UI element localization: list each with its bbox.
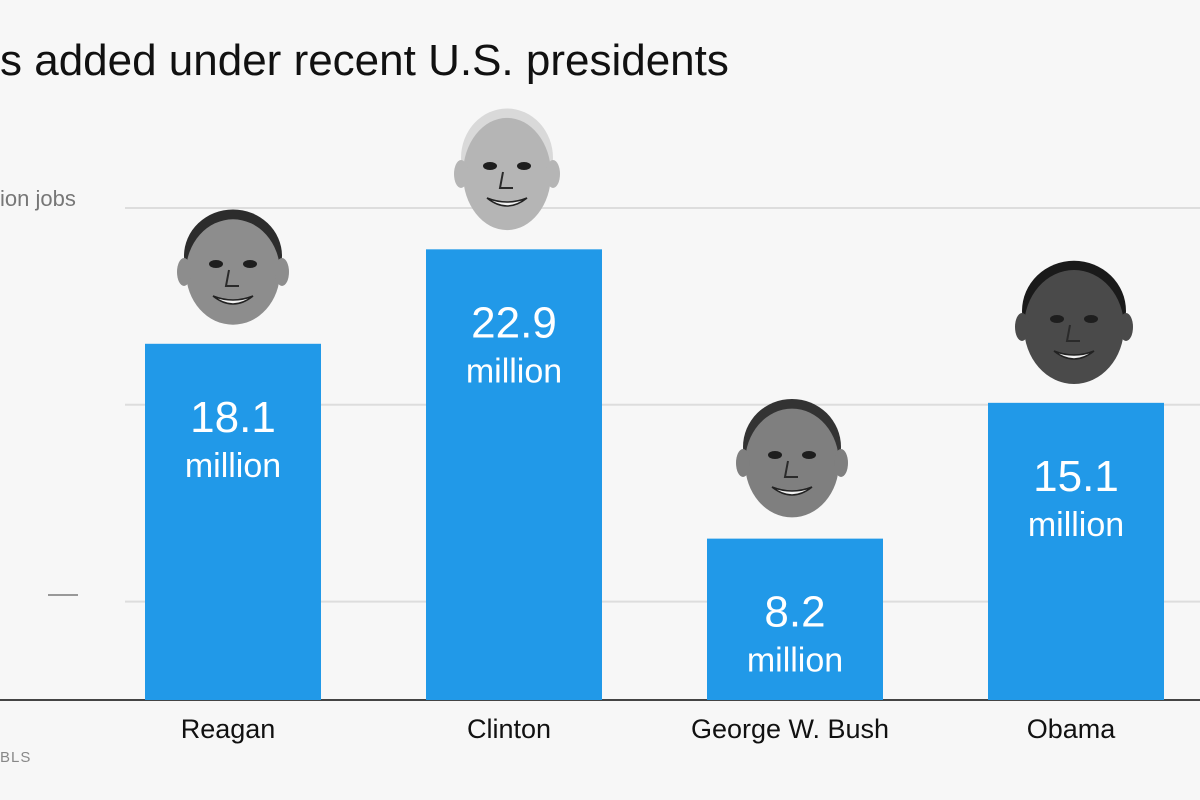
clinton-portrait-icon [454, 108, 560, 231]
reagan-portrait-icon [177, 209, 289, 325]
bar[interactable] [988, 402, 1164, 700]
bar-unit-label: million [1028, 506, 1124, 544]
chart-title: s added under recent U.S. presidents [0, 36, 729, 85]
x-tick-label: Reagan [181, 714, 276, 744]
x-tick-label: George W. Bush [691, 714, 889, 744]
y-axis-unit-label: ion jobs [0, 186, 76, 211]
bar-unit-label: million [185, 447, 281, 485]
bar-value-label: 15.1 [1033, 452, 1119, 501]
x-tick-label: Clinton [467, 714, 551, 744]
bar[interactable] [707, 538, 883, 700]
bar[interactable] [426, 249, 602, 700]
bar-value-label: 8.2 [764, 588, 825, 637]
bar-unit-label: million [747, 642, 843, 680]
obama-portrait-icon [1015, 260, 1133, 384]
bar[interactable] [145, 343, 321, 700]
bar-value-label: 18.1 [190, 393, 276, 442]
source-label: BLS [0, 749, 32, 766]
x-tick-label: Obama [1027, 714, 1117, 744]
bush-portrait-icon [736, 399, 848, 518]
bar-value-label: 22.9 [471, 298, 557, 347]
bar-unit-label: million [466, 352, 562, 390]
